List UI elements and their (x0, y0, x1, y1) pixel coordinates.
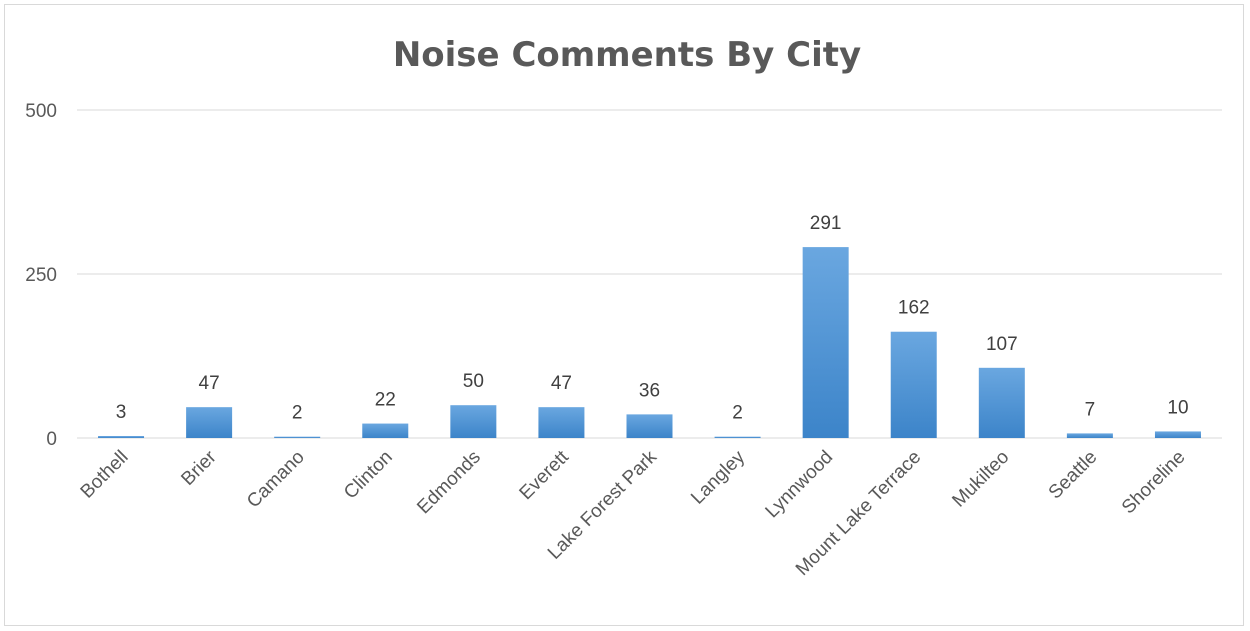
bar-camano (274, 436, 321, 438)
y-tick-label: 0 (46, 429, 57, 450)
chart-frame (4, 4, 1244, 626)
y-tick-label: 250 (25, 265, 57, 286)
x-tick-label: Shoreline (1118, 447, 1190, 519)
bar-lynnwood (802, 247, 849, 438)
x-tick-label: Bothell (77, 447, 133, 503)
x-tick-label: Clinton (340, 447, 397, 504)
bars (98, 247, 1201, 438)
data-label: 47 (551, 373, 572, 394)
bar-seattle (1066, 433, 1113, 438)
data-label: 47 (199, 373, 220, 394)
bar-mount-lake-terrace (890, 331, 937, 438)
bar-everett (538, 407, 585, 438)
bar-lake-forest-park (626, 414, 673, 438)
x-tick-label: Lynnwood (762, 447, 838, 523)
data-label: 22 (375, 390, 396, 411)
bar-brier (186, 407, 233, 438)
x-tick-label: Langley (687, 446, 749, 508)
bar-clinton (362, 423, 409, 438)
data-label: 10 (1167, 397, 1188, 418)
data-label: 2 (292, 403, 303, 424)
data-label: 7 (1085, 399, 1096, 420)
chart-title: Noise Comments By City (393, 35, 861, 75)
bar-shoreline (1154, 431, 1201, 438)
data-label: 50 (463, 371, 484, 392)
x-tick-label: Brier (177, 446, 221, 490)
data-label: 3 (116, 402, 127, 423)
y-tick-label: 500 (25, 101, 57, 122)
data-label: 107 (986, 334, 1018, 355)
x-tick-label: Seattle (1045, 447, 1102, 504)
bar-langley (714, 436, 761, 438)
x-tick-label: Mukilteo (948, 447, 1013, 512)
x-tick-label: Camano (243, 447, 309, 513)
data-label: 36 (639, 380, 660, 401)
data-label: 162 (898, 298, 930, 319)
bar-bothell (98, 436, 145, 438)
x-tick-label: Edmonds (413, 447, 485, 519)
x-tick-label: Everett (516, 446, 574, 504)
data-label: 291 (810, 213, 842, 234)
data-label: 2 (732, 403, 743, 424)
bar-mukilteo (978, 367, 1025, 438)
x-axis-ticks: Bothell Brier Camano Clinton Edmonds Everett L… (77, 446, 1190, 580)
y-axis-ticks: 0 250 500 (25, 101, 57, 450)
bar-edmonds (450, 405, 497, 438)
